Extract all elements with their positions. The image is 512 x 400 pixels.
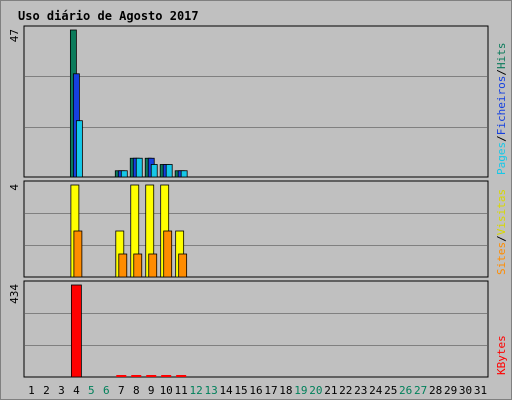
x-tick-day-31: 31 — [474, 384, 487, 397]
series-legend: KBytes — [495, 335, 508, 375]
legend-separator: / — [495, 69, 508, 76]
x-tick-day-4: 4 — [73, 384, 80, 397]
bar-sites-day-7 — [118, 253, 128, 278]
bar-kbytes-day-11 — [176, 375, 187, 377]
x-tick-day-18: 18 — [279, 384, 292, 397]
bar-pages-day-7 — [120, 170, 128, 178]
x-tick-day-17: 17 — [264, 384, 277, 397]
x-tick-day-24: 24 — [369, 384, 383, 397]
bar-kbytes-day-8 — [131, 375, 142, 377]
x-tick-day-25: 25 — [384, 384, 397, 397]
y-max-label: 47 — [8, 29, 21, 42]
x-tick-day-19: 19 — [294, 384, 307, 397]
bar-pages-day-11 — [180, 170, 188, 178]
x-tick-day-13: 13 — [204, 384, 217, 397]
x-tick-day-7: 7 — [118, 384, 125, 397]
x-tick-day-28: 28 — [429, 384, 442, 397]
bar-sites-day-10 — [163, 230, 173, 278]
legend-pages: Pages — [495, 142, 508, 175]
panel-border — [23, 25, 489, 178]
x-tick-day-30: 30 — [459, 384, 472, 397]
x-tick-day-16: 16 — [249, 384, 262, 397]
panel-kbytes: 434 KBytes — [8, 280, 508, 378]
bar-kbytes-day-9 — [146, 375, 157, 377]
legend-ficheiros: Ficheiros — [495, 76, 508, 136]
panel-border — [23, 180, 489, 278]
x-tick-day-6: 6 — [103, 384, 110, 397]
bar-sites-day-4 — [73, 230, 83, 278]
legend-kbytes: KBytes — [495, 335, 508, 375]
x-tick-day-26: 26 — [399, 384, 412, 397]
x-tick-day-14: 14 — [219, 384, 233, 397]
bar-sites-day-9 — [148, 253, 158, 278]
panel-visitors: 4 Sites/Visitas — [8, 180, 508, 278]
x-tick-day-20: 20 — [309, 384, 322, 397]
x-tick-day-11: 11 — [175, 384, 188, 397]
bar-pages-day-9 — [150, 164, 158, 178]
x-tick-day-22: 22 — [339, 384, 352, 397]
legend-hits: Hits — [495, 43, 508, 70]
bar-pages-day-10 — [165, 164, 173, 178]
x-tick-day-15: 15 — [234, 384, 247, 397]
series-legend: Pages/Ficheiros/Hits — [495, 43, 508, 175]
bar-sites-day-11 — [178, 253, 188, 278]
legend-separator: / — [495, 135, 508, 142]
bar-pages-day-8 — [135, 157, 143, 178]
bar-kbytes-day-4 — [70, 284, 82, 378]
x-tick-day-2: 2 — [43, 384, 50, 397]
panel-border — [23, 280, 489, 378]
chart-title: Uso diário de Agosto 2017 — [18, 9, 199, 23]
x-tick-day-8: 8 — [133, 384, 140, 397]
x-tick-day-5: 5 — [88, 384, 95, 397]
x-tick-day-3: 3 — [58, 384, 65, 397]
x-tick-day-9: 9 — [148, 384, 155, 397]
bar-kbytes-day-7 — [116, 375, 127, 377]
x-tick-day-12: 12 — [190, 384, 203, 397]
x-axis: 1 2 3 4 5 6 7 8 9 10 11 12 13 14 15 16 17 18 19 20 21 22 23 24 2… — [28, 384, 487, 397]
series-legend: Sites/Visitas — [495, 189, 508, 275]
x-tick-day-10: 10 — [160, 384, 173, 397]
x-tick-day-1: 1 — [28, 384, 35, 397]
y-max-label: 434 — [8, 284, 21, 304]
y-max-label: 4 — [8, 184, 21, 191]
x-tick-day-29: 29 — [444, 384, 457, 397]
x-tick-day-27: 27 — [414, 384, 427, 397]
x-tick-day-21: 21 — [324, 384, 337, 397]
bar-pages-day-4 — [75, 120, 83, 178]
legend-visitas: Visitas — [495, 189, 508, 235]
legend-separator: / — [495, 235, 508, 242]
bar-kbytes-day-10 — [161, 375, 172, 377]
legend-sites: Sites — [495, 242, 508, 275]
x-tick-day-23: 23 — [354, 384, 367, 397]
bar-sites-day-8 — [133, 253, 143, 278]
panels-layer: 47Pages/Ficheiros/Hits4Sites/Visitas434K… — [8, 25, 508, 378]
